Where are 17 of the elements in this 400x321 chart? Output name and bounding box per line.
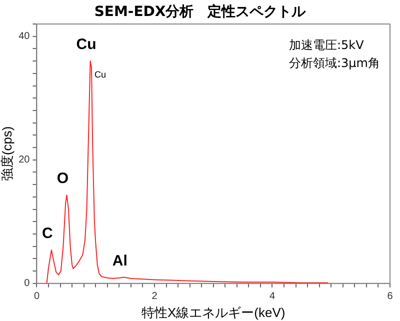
annotation: Cu	[76, 36, 96, 54]
annotation: Al	[112, 252, 128, 270]
annotation: 加速電圧:5kV	[288, 37, 365, 54]
annotation: Cu	[94, 70, 106, 80]
annotation: 分析領域:3μm角	[288, 55, 380, 72]
x-tick-label: 0	[34, 291, 40, 302]
annotation: C	[42, 225, 54, 242]
x-tick-label: 4	[269, 291, 276, 302]
annotation: O	[56, 170, 69, 188]
chart-title: SEM-EDX分析 定性スペクトル	[93, 3, 307, 21]
x-tick-label: 6	[387, 291, 394, 302]
y-tick-label: 0	[24, 278, 30, 290]
y-tick-label: 20	[18, 154, 30, 166]
x-axis-title: 特性X線エネルギー(keV)	[141, 304, 286, 320]
y-tick-label: 40	[18, 31, 30, 42]
y-axis-title: 強度(cps)	[0, 126, 14, 182]
x-tick-label: 2	[152, 291, 158, 302]
